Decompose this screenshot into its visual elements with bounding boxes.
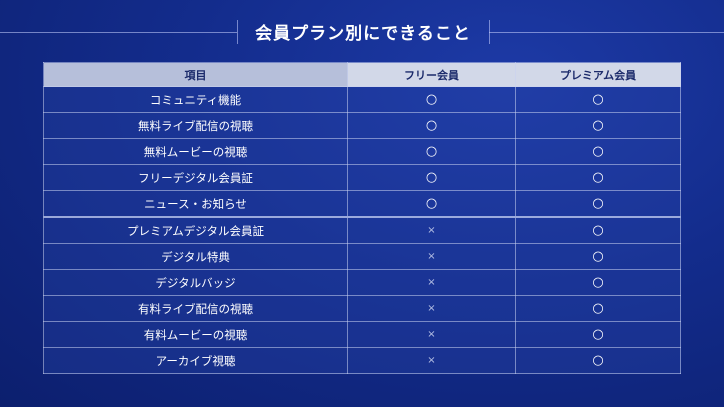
table-row: アーカイブ視聴 × ○ — [43, 347, 681, 374]
premium-availability: ○ — [515, 190, 681, 218]
free-availability: ○ — [347, 164, 516, 191]
title-line-left — [0, 32, 237, 33]
table-row: 有料ムービーの視聴 × ○ — [43, 321, 681, 348]
feature-name: ニュース・お知らせ — [43, 190, 348, 218]
feature-name: アーカイブ視聴 — [43, 347, 348, 374]
plan-comparison-table: 項目 フリー会員 プレミアム会員 コミュニティ機能 ○ ○ 無料ライブ配信の視聴 ○ ○ 無… — [43, 62, 681, 374]
feature-name: 有料ライブ配信の視聴 — [43, 295, 348, 322]
table-row: 無料ライブ配信の視聴 ○ ○ — [43, 112, 681, 139]
page-title: 会員プラン別にできること — [255, 24, 471, 44]
premium-availability: ○ — [515, 138, 681, 165]
table-row: プレミアムデジタル会員証 × ○ — [43, 216, 681, 244]
table-row: ニュース・お知らせ ○ ○ — [43, 190, 681, 218]
free-availability: × — [347, 295, 516, 322]
feature-name: フリーデジタル会員証 — [43, 164, 348, 191]
table-row: デジタル特典 × ○ — [43, 243, 681, 270]
free-availability: × — [347, 269, 516, 296]
feature-name: 有料ムービーの視聴 — [43, 321, 348, 348]
premium-availability: ○ — [515, 347, 681, 374]
feature-name: デジタルバッジ — [43, 269, 348, 296]
title-line-right — [489, 32, 724, 33]
feature-name: コミュニティ機能 — [43, 86, 348, 113]
premium-availability: ○ — [515, 269, 681, 296]
free-availability: ○ — [347, 138, 516, 165]
premium-availability: ○ — [515, 321, 681, 348]
title-divider-left — [237, 20, 238, 44]
table-row: 有料ライブ配信の視聴 × ○ — [43, 295, 681, 322]
free-availability: ○ — [347, 112, 516, 139]
free-availability: × — [347, 216, 516, 244]
free-availability: × — [347, 347, 516, 374]
free-availability: × — [347, 243, 516, 270]
header-free: フリー会員 — [347, 62, 516, 87]
table-row: デジタルバッジ × ○ — [43, 269, 681, 296]
premium-availability: ○ — [515, 216, 681, 244]
feature-name: デジタル特典 — [43, 243, 348, 270]
header-premium: プレミアム会員 — [515, 62, 681, 87]
table-row: コミュニティ機能 ○ ○ — [43, 86, 681, 113]
header-item: 項目 — [43, 62, 348, 87]
table-row: フリーデジタル会員証 ○ ○ — [43, 164, 681, 191]
feature-name: 無料ライブ配信の視聴 — [43, 112, 348, 139]
feature-name: プレミアムデジタル会員証 — [43, 216, 348, 244]
premium-availability: ○ — [515, 86, 681, 113]
free-availability: ○ — [347, 86, 516, 113]
feature-name: 無料ムービーの視聴 — [43, 138, 348, 165]
premium-availability: ○ — [515, 295, 681, 322]
premium-availability: ○ — [515, 243, 681, 270]
free-availability: × — [347, 321, 516, 348]
table-header: 項目 フリー会員 プレミアム会員 — [43, 62, 681, 87]
premium-availability: ○ — [515, 112, 681, 139]
free-availability: ○ — [347, 190, 516, 218]
premium-availability: ○ — [515, 164, 681, 191]
table-row: 無料ムービーの視聴 ○ ○ — [43, 138, 681, 165]
